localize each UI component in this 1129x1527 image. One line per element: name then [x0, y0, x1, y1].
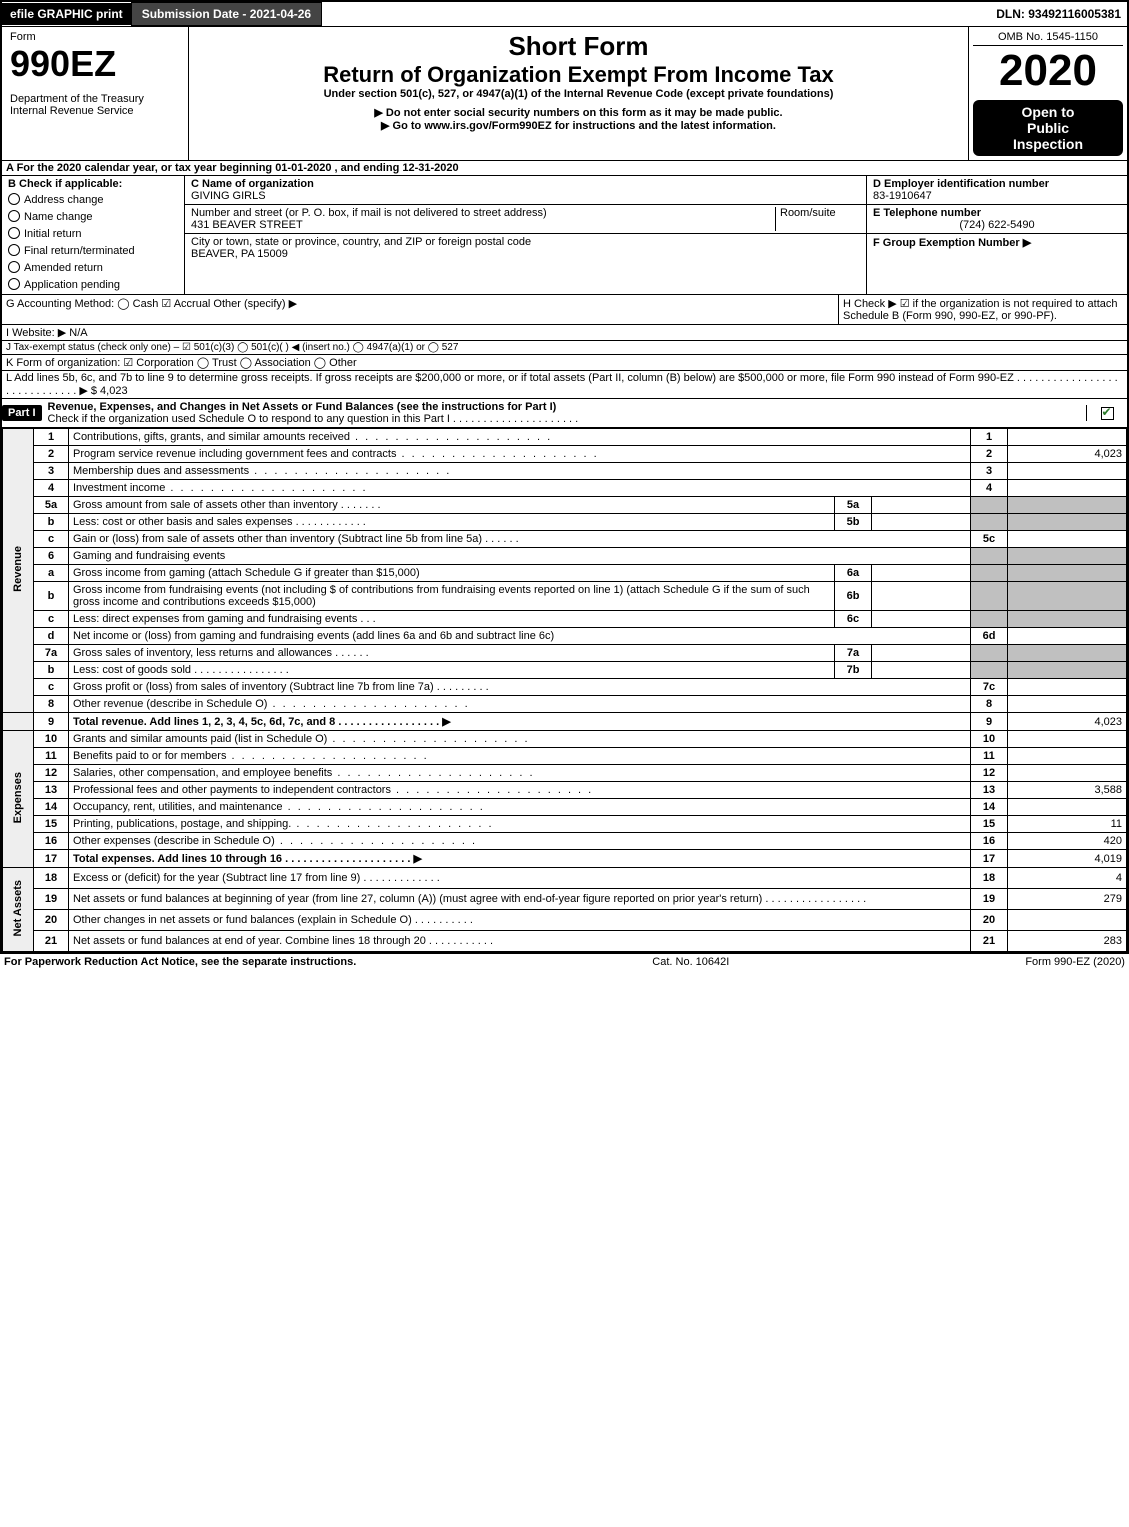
- city-value: BEAVER, PA 15009: [191, 248, 288, 260]
- room-suite-label: Room/suite: [780, 207, 836, 219]
- box-b-label: B Check if applicable:: [8, 178, 178, 190]
- part1-header-row: Part I Revenue, Expenses, and Changes in…: [2, 399, 1127, 428]
- accounting-method-row: G Accounting Method: ◯ Cash ☑ Accrual Ot…: [2, 295, 838, 324]
- revenue-section-label: Revenue: [12, 536, 24, 602]
- street-label: Number and street (or P. O. box, if mail…: [191, 207, 547, 219]
- street-value: 431 BEAVER STREET: [191, 219, 303, 231]
- dept-treasury: Department of the Treasury: [10, 93, 180, 105]
- form-header: Form 990EZ Department of the Treasury In…: [2, 27, 1127, 161]
- check-final-return[interactable]: Final return/terminated: [8, 241, 178, 258]
- open-to-public-inspection: Open to Public Inspection: [973, 100, 1123, 156]
- check-amended-return[interactable]: Amended return: [8, 258, 178, 275]
- city-label: City or town, state or province, country…: [191, 236, 531, 248]
- dln: DLN: 93492116005381: [996, 7, 1127, 21]
- check-application-pending[interactable]: Application pending: [8, 275, 178, 292]
- line-l-gross-receipts: L Add lines 5b, 6c, and 7b to line 9 to …: [2, 371, 1127, 399]
- part1-check-line: Check if the organization used Schedule …: [48, 413, 579, 425]
- form-number: 990EZ: [10, 43, 180, 85]
- ein-label: D Employer identification number: [873, 178, 1049, 190]
- part1-title: Revenue, Expenses, and Changes in Net As…: [48, 401, 557, 413]
- page-footer: For Paperwork Reduction Act Notice, see …: [0, 954, 1129, 970]
- org-name: GIVING GIRLS: [191, 190, 266, 202]
- ein-value: 83-1910647: [873, 190, 932, 202]
- form-of-organization-row: K Form of organization: ☑ Corporation ◯ …: [2, 355, 1127, 371]
- group-exemption-label: F Group Exemption Number ▶: [873, 237, 1031, 249]
- schedule-b-row: H Check ▶ ☑ if the organization is not r…: [838, 295, 1127, 324]
- top-bar: efile GRAPHIC print Submission Date - 20…: [2, 2, 1127, 27]
- dept-irs: Internal Revenue Service: [10, 105, 180, 117]
- period-line: A For the 2020 calendar year, or tax yea…: [2, 161, 1127, 176]
- expenses-section-label: Expenses: [12, 762, 24, 833]
- short-form-title: Short Form: [197, 31, 960, 62]
- under-section: Under section 501(c), 527, or 4947(a)(1)…: [197, 88, 960, 100]
- part1-badge: Part I: [2, 405, 42, 421]
- footer-left: For Paperwork Reduction Act Notice, see …: [4, 956, 356, 968]
- net-assets-section-label: Net Assets: [12, 870, 24, 946]
- tax-exempt-status-row: J Tax-exempt status (check only one) – ☑…: [2, 341, 1127, 355]
- phone-value: (724) 622-5490: [873, 219, 1121, 231]
- omb-number: OMB No. 1545-1150: [973, 31, 1123, 46]
- check-name-change[interactable]: Name change: [8, 207, 178, 224]
- ssn-warning: ▶ Do not enter social security numbers o…: [197, 106, 960, 119]
- form-word: Form: [10, 31, 180, 43]
- main-title: Return of Organization Exempt From Incom…: [197, 62, 960, 88]
- check-initial-return[interactable]: Initial return: [8, 224, 178, 241]
- phone-label: E Telephone number: [873, 207, 981, 219]
- footer-right: Form 990-EZ (2020): [1025, 956, 1125, 968]
- goto-link[interactable]: ▶ Go to www.irs.gov/Form990EZ for instru…: [197, 119, 960, 132]
- footer-mid: Cat. No. 10642I: [652, 956, 729, 968]
- submission-date: Submission Date - 2021-04-26: [131, 2, 322, 26]
- website-row: I Website: ▶ N/A: [2, 325, 1127, 341]
- entity-block: B Check if applicable: Address change Na…: [2, 176, 1127, 295]
- tax-year: 2020: [973, 46, 1123, 96]
- lines-table: Revenue 1 Contributions, gifts, grants, …: [2, 428, 1127, 952]
- part1-schedule-o-checkbox[interactable]: [1101, 407, 1114, 420]
- efile-label: efile GRAPHIC print: [2, 3, 131, 25]
- check-address-change[interactable]: Address change: [8, 190, 178, 207]
- box-c-name-label: C Name of organization: [191, 178, 314, 190]
